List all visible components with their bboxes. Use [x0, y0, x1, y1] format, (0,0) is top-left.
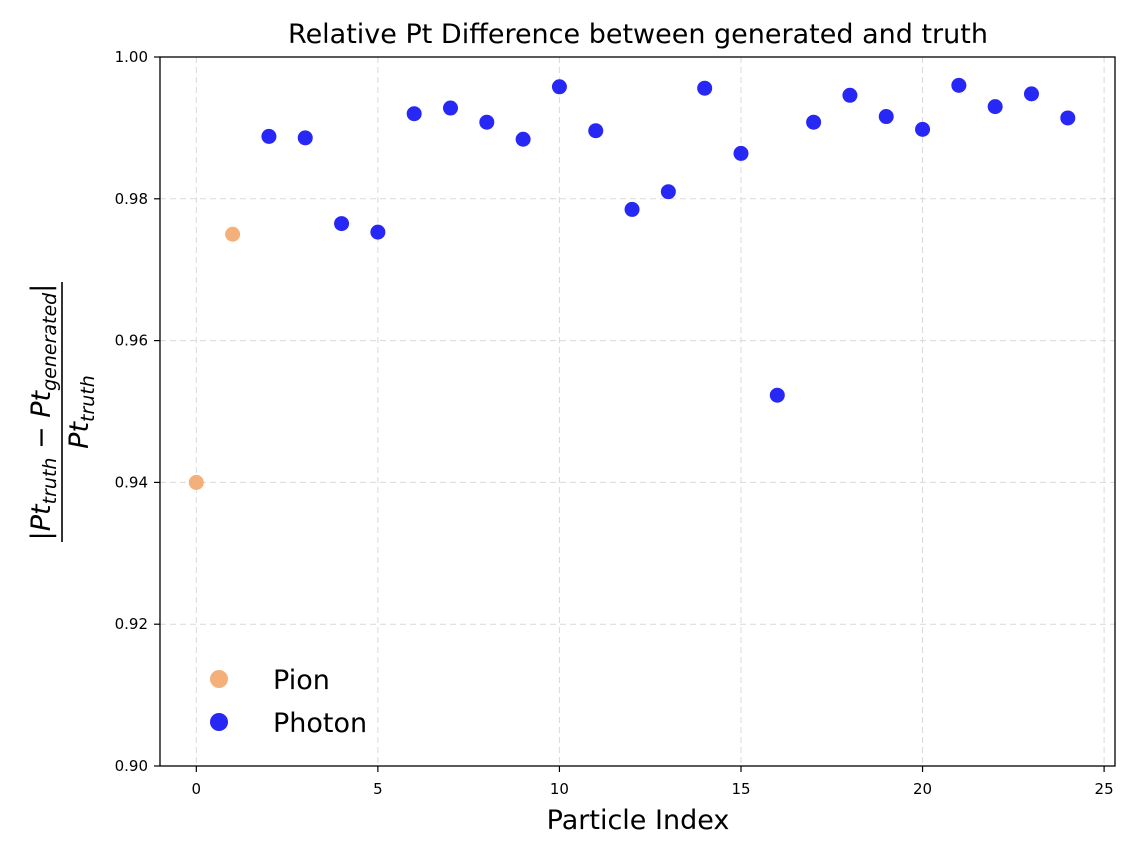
photon-point: [406, 106, 422, 122]
photon-point: [951, 77, 967, 93]
y-axis-label-denominator: Pttruth: [64, 375, 99, 449]
photon-point: [442, 100, 458, 116]
x-tick-label: 25: [1095, 780, 1114, 798]
photon-point: [261, 128, 277, 144]
chart-title: Relative Pt Difference between generated…: [288, 19, 988, 50]
x-tick-label: 15: [731, 780, 750, 798]
y-tick-label: 0.94: [115, 473, 148, 491]
photon-point: [479, 114, 495, 130]
photon-point: [842, 87, 858, 103]
photon-point: [878, 109, 894, 125]
y-axis-label: |Pttruth − Ptgenerated| Pttruth: [26, 282, 99, 542]
y-tick-label: 0.92: [115, 615, 148, 633]
plot-frame: [159, 56, 1116, 767]
x-axis-label: Particle Index: [547, 805, 730, 836]
photon-point: [588, 123, 604, 139]
photon-point: [551, 79, 567, 95]
photon-point: [624, 201, 640, 217]
x-tick-label: 20: [913, 780, 932, 798]
photon-point: [697, 80, 713, 96]
pion-point: [188, 474, 204, 490]
legend: Pion Photon: [210, 665, 367, 739]
y-tick-label: 1.00: [115, 48, 148, 66]
photon-point: [987, 99, 1003, 115]
photon-point: [334, 216, 350, 232]
y-tick-label: 0.96: [115, 332, 148, 350]
photon-point: [515, 131, 531, 147]
legend-label-pion: Pion: [273, 665, 330, 696]
photon-point: [660, 184, 676, 200]
photon-point: [769, 387, 785, 403]
photon-point: [733, 145, 749, 161]
photon-point: [1060, 110, 1076, 126]
legend-label-photon: Photon: [273, 708, 367, 739]
legend-marker-photon: [210, 713, 228, 731]
photon-point: [915, 121, 931, 137]
photon-point: [1023, 86, 1039, 102]
x-tick-label: 0: [192, 780, 202, 798]
x-tick-label: 10: [550, 780, 569, 798]
y-tick-label: 0.90: [115, 757, 148, 775]
photon-point: [370, 224, 386, 240]
photon-point: [297, 130, 313, 146]
y-axis-ticks: 0.90 0.92 0.94 0.96 0.98 1.00: [115, 48, 160, 775]
y-axis-label-numerator: |Pttruth − Ptgenerated|: [26, 284, 61, 541]
data-points: [188, 77, 1076, 490]
photon-point: [806, 114, 822, 130]
x-tick-label: 5: [373, 780, 383, 798]
x-axis-ticks: 0 5 10 15 20 25: [192, 766, 1114, 798]
y-tick-label: 0.98: [115, 190, 148, 208]
legend-marker-pion: [210, 670, 228, 688]
pion-point: [225, 226, 241, 242]
